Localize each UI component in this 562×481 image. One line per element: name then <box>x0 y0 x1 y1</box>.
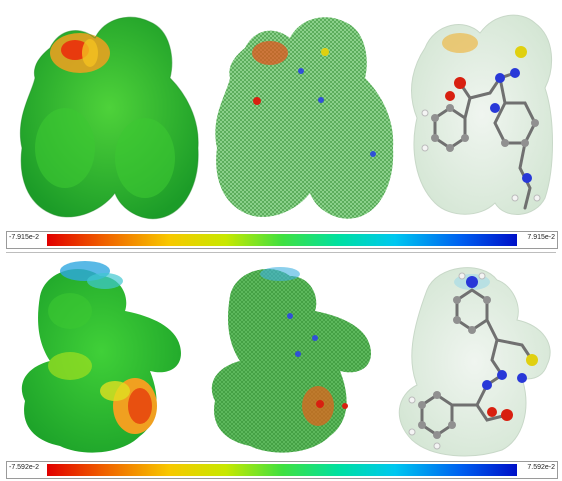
top-row <box>0 0 562 227</box>
molecule-ball-stick-top <box>411 14 553 215</box>
divider-line <box>6 252 556 253</box>
scale-min-label: -7.592e-2 <box>9 464 39 471</box>
scale-min-label: -7.915e-2 <box>9 234 39 241</box>
mep-surface-solid-bottom <box>21 261 181 453</box>
scale-max-label: 7.592e-2 <box>527 464 555 471</box>
scale-max-label: 7.915e-2 <box>527 234 555 241</box>
color-scale-bar-bottom: -7.592e-2 7.592e-2 <box>6 461 558 479</box>
molecule-ball-stick-bottom <box>398 267 551 457</box>
mep-surface-mesh-top <box>215 17 394 219</box>
color-gradient <box>47 234 517 246</box>
color-gradient <box>47 464 517 476</box>
mep-surface-mesh-bottom <box>211 267 371 453</box>
color-scale-bar-top: -7.915e-2 7.915e-2 <box>6 231 558 249</box>
bottom-row <box>0 256 562 460</box>
mep-surface-solid-top <box>19 16 199 220</box>
